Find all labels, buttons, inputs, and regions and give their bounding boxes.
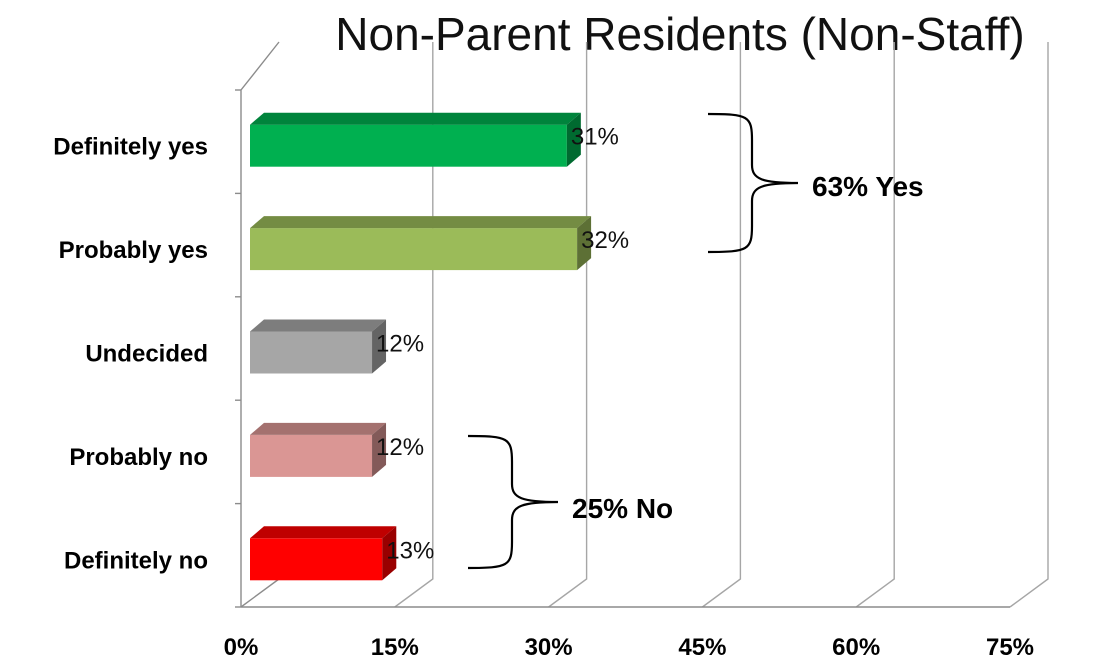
group-label: 63% Yes xyxy=(812,171,924,202)
data-label: 31% xyxy=(571,124,619,151)
x-tick-label: 45% xyxy=(678,634,726,661)
category-label: Definitely no xyxy=(64,547,208,574)
x-tick-label: 15% xyxy=(371,634,419,661)
x-tick-label: 0% xyxy=(224,634,259,661)
bar-side-face xyxy=(566,112,581,167)
brace-layer: 63% Yes 25% No xyxy=(467,112,924,570)
bar-top-face xyxy=(250,319,387,332)
bar-layer xyxy=(250,112,592,581)
bar xyxy=(250,331,373,374)
bar-side-face xyxy=(372,422,387,477)
bar-top-face xyxy=(250,216,592,229)
floor-depth-edge xyxy=(240,578,280,608)
data-label: 32% xyxy=(581,227,629,254)
bar-side-face xyxy=(577,216,592,271)
chart-title: Non-Parent Residents (Non-Staff) xyxy=(335,8,1024,60)
x-tick-label: 75% xyxy=(986,634,1034,661)
x-tick-label: 30% xyxy=(525,634,573,661)
bar xyxy=(250,538,383,581)
gridline xyxy=(1009,42,1049,608)
axis-layer xyxy=(235,41,1010,608)
gridline xyxy=(701,42,742,608)
group-brace xyxy=(467,434,559,570)
bar-top-face xyxy=(250,526,397,539)
bar-top-face xyxy=(250,422,387,435)
group-label: 25% No xyxy=(572,493,673,524)
category-label: Probably no xyxy=(69,444,208,471)
bar xyxy=(250,124,567,167)
data-label: 13% xyxy=(386,537,434,564)
group-brace xyxy=(707,112,799,254)
bar xyxy=(250,434,373,477)
x-tick-label: 60% xyxy=(832,634,880,661)
label-layer: 0% 15% 30% 45% 60% 75% Definitely yes 31% Probab… xyxy=(53,124,1034,661)
data-label: 12% xyxy=(376,331,424,358)
data-label: 12% xyxy=(376,434,424,461)
category-label: Undecided xyxy=(85,341,208,368)
bar-side-face xyxy=(382,526,397,581)
bar-side-face xyxy=(372,319,387,374)
bar xyxy=(250,228,578,271)
category-label: Probably yes xyxy=(59,237,208,264)
category-label: Definitely yes xyxy=(53,134,208,161)
gridline xyxy=(855,42,895,608)
bar-top-face xyxy=(250,112,581,125)
